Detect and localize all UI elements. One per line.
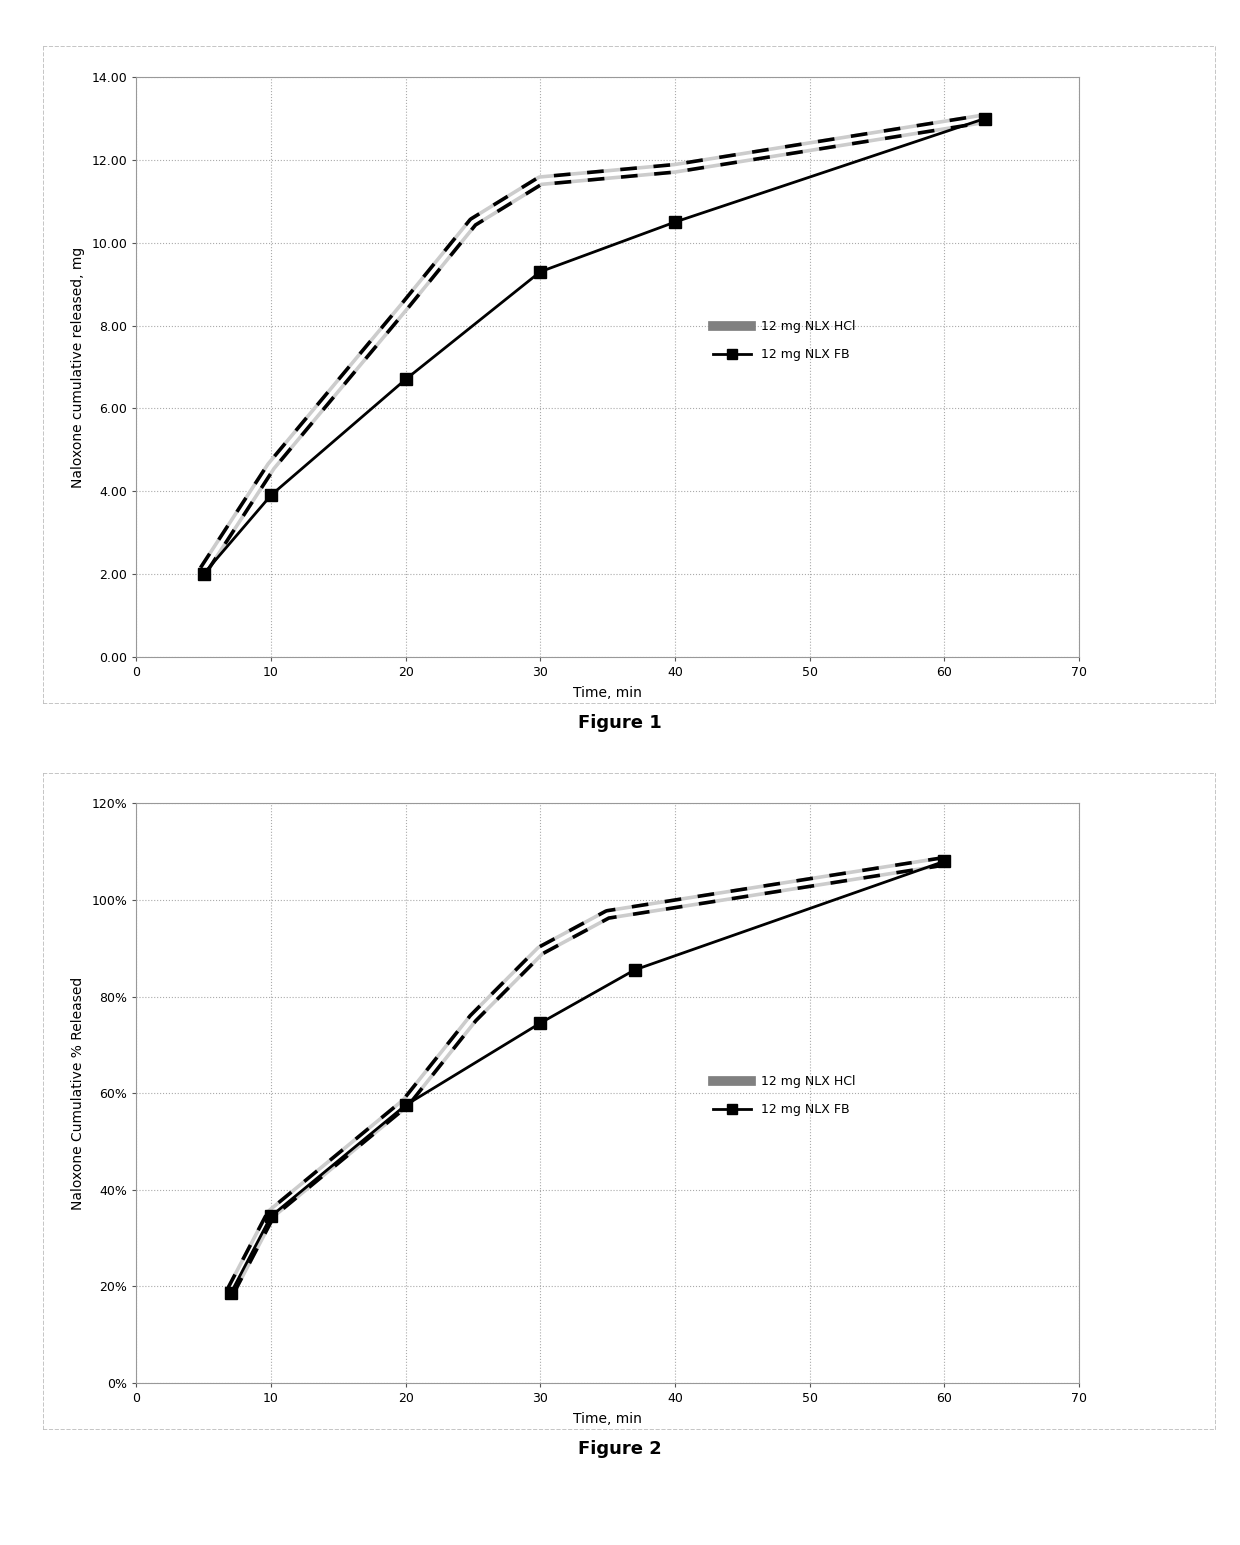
Text: Figure 2: Figure 2 xyxy=(578,1440,662,1458)
12 mg NLX FB xyxy=(398,371,413,389)
Y-axis label: Naloxone Cumulative % Released: Naloxone Cumulative % Released xyxy=(71,976,84,1210)
12 mg NLX FB xyxy=(264,1207,279,1225)
Y-axis label: Naloxone cumulative released, mg: Naloxone cumulative released, mg xyxy=(71,246,84,488)
X-axis label: Time, min: Time, min xyxy=(573,686,642,700)
X-axis label: Time, min: Time, min xyxy=(573,1412,642,1426)
Legend: 12 mg NLX HCl, 12 mg NLX FB: 12 mg NLX HCl, 12 mg NLX FB xyxy=(708,315,861,366)
12 mg NLX FB xyxy=(936,853,951,871)
12 mg NLX FB xyxy=(533,1014,548,1032)
Legend: 12 mg NLX HCl, 12 mg NLX FB: 12 mg NLX HCl, 12 mg NLX FB xyxy=(708,1071,861,1122)
12 mg NLX FB xyxy=(667,213,682,232)
12 mg NLX FB xyxy=(196,564,211,582)
12 mg NLX FB xyxy=(398,1095,413,1114)
12 mg NLX FB xyxy=(223,1284,238,1302)
12 mg NLX FB xyxy=(627,961,642,980)
Line: 12 mg NLX FB: 12 mg NLX FB xyxy=(226,856,950,1299)
Text: Figure 1: Figure 1 xyxy=(578,714,662,732)
12 mg NLX FB xyxy=(264,487,279,505)
Line: 12 mg NLX FB: 12 mg NLX FB xyxy=(198,113,990,579)
12 mg NLX FB xyxy=(533,263,548,281)
12 mg NLX FB xyxy=(977,110,992,128)
